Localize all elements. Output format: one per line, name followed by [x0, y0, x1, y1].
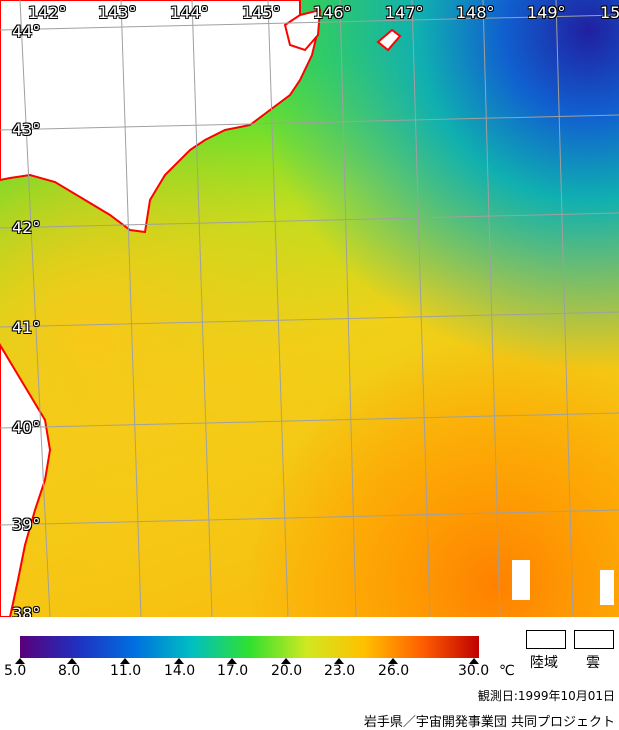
longitude-label: 144°	[170, 3, 209, 22]
hokkaido-land	[0, 0, 320, 234]
colorbar-tick	[334, 658, 344, 664]
colorbar-tick	[120, 658, 130, 664]
colorbar-label: 11.0	[110, 663, 142, 679]
longitude-label: 149°	[527, 3, 566, 22]
colorbar-label: 23.0	[324, 663, 356, 679]
land-swatch	[526, 630, 566, 649]
longitude-label: 146°	[313, 3, 352, 22]
graticule	[0, 0, 619, 617]
sea-surface-temperature-map: 142° 143° 144° 145° 146° 147° 148° 149° …	[0, 0, 619, 617]
latitude-label: 44°	[12, 22, 41, 41]
colorbar-label: 14.0	[164, 663, 196, 679]
longitude-label: 15	[600, 3, 619, 22]
cloud-patch	[600, 570, 614, 605]
colorbar-tick	[469, 658, 479, 664]
latitude-label: 38°	[12, 604, 41, 617]
small-island	[376, 28, 402, 52]
colorbar-tick	[227, 658, 237, 664]
longitude-label: 143°	[98, 3, 137, 22]
colorbar-tick	[388, 658, 398, 664]
longitude-label: 148°	[456, 3, 495, 22]
longitude-label: 142°	[28, 3, 67, 22]
cloud-label: 雲	[586, 655, 600, 671]
latitude-label: 43°	[12, 120, 41, 139]
colorbar-label: 8.0	[58, 663, 81, 679]
colorbar-label: 17.0	[217, 663, 249, 679]
colorbar-tick	[281, 658, 291, 664]
colorbar-label: 20.0	[271, 663, 303, 679]
longitude-label: 147°	[385, 3, 424, 22]
colorbar-tick	[67, 658, 77, 664]
colorbar-label: 5.0	[4, 663, 27, 679]
latitude-label: 40°	[12, 418, 41, 437]
legend-panel: 5.0 8.0 11.0 14.0 17.0 20.0 23.0 26.0 30…	[0, 617, 619, 730]
temperature-colorbar	[20, 636, 479, 658]
longitude-label: 145°	[242, 3, 281, 22]
cloud-patch	[512, 560, 530, 600]
unit-label: ℃	[499, 663, 515, 679]
honshu-land	[0, 343, 52, 617]
colorbar-tick	[174, 658, 184, 664]
land-label: 陸域	[530, 655, 558, 671]
observation-date: 観測日:1999年10月01日	[477, 689, 615, 703]
cloud-swatch	[574, 630, 614, 649]
colorbar-label: 26.0	[378, 663, 410, 679]
kuril-island	[283, 8, 322, 52]
latitude-label: 41°	[12, 318, 41, 337]
latitude-label: 39°	[12, 515, 41, 534]
colorbar-label: 30.0	[458, 663, 490, 679]
map-canvas	[0, 0, 619, 617]
colorbar-tick	[15, 658, 25, 664]
credit-text: 岩手県／宇宙開発事業団 共同プロジェクト	[363, 715, 615, 730]
latitude-label: 42°	[12, 218, 41, 237]
